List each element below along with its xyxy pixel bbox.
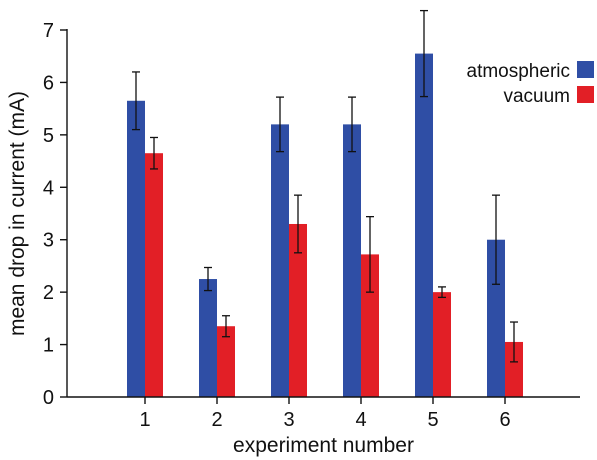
error-bar-atmospheric-1	[132, 71, 140, 131]
x-tick-label: 1	[139, 409, 150, 431]
y-tick-label: 6	[43, 72, 54, 94]
x-tick-label: 4	[355, 409, 366, 431]
x-axis-title: experiment number	[233, 434, 414, 457]
bar-atmospheric-1	[127, 100, 145, 398]
error-bar-vacuum-1	[150, 136, 158, 170]
legend-swatch	[577, 86, 594, 103]
series-vacuum	[145, 136, 523, 397]
plot-area	[127, 9, 523, 398]
x-tick-label: 2	[211, 409, 222, 431]
y-tick-label: 0	[43, 387, 54, 409]
legend-item-vacuum: vacuum	[503, 86, 594, 107]
legend-swatch	[577, 61, 594, 78]
bar-vacuum-1	[145, 153, 163, 397]
bar-vacuum-6	[505, 341, 523, 397]
error-bar-atmospheric-3	[276, 96, 284, 153]
x-axis-ticks: 1 2 3 4 5 6	[139, 397, 511, 431]
y-tick-label: 1	[43, 335, 54, 357]
error-bar-vacuum-4	[366, 215, 374, 293]
y-tick-label: 2	[43, 282, 54, 304]
error-bar-vacuum-2	[222, 315, 230, 338]
error-bar-atmospheric-6	[492, 194, 500, 285]
bar-atmospheric-3	[271, 124, 289, 397]
x-tick-label: 3	[283, 409, 294, 431]
y-tick-label: 5	[43, 125, 54, 147]
bar-atmospheric-6	[487, 239, 505, 397]
y-tick-label: 3	[43, 230, 54, 252]
bar-atmospheric-4	[343, 124, 361, 397]
legend-label: vacuum	[503, 86, 570, 107]
bar-vacuum-5	[433, 292, 451, 397]
error-bar-atmospheric-4	[348, 96, 356, 153]
bar-vacuum-2	[217, 326, 235, 397]
error-bar-vacuum-3	[294, 194, 302, 254]
bar-atmospheric-2	[199, 279, 217, 397]
y-tick-label: 4	[43, 177, 54, 199]
y-tick-label: 7	[43, 20, 54, 42]
bar-atmospheric-5	[415, 53, 433, 397]
legend-label: atmospheric	[467, 61, 571, 82]
y-axis-title: mean drop in current (mA)	[6, 91, 29, 336]
error-bar-vacuum-6	[510, 321, 518, 363]
legend: atmospheric vacuum	[467, 61, 594, 107]
x-tick-label: 6	[499, 409, 510, 431]
bar-vacuum-4	[361, 254, 379, 397]
legend-item-atmospheric: atmospheric	[467, 61, 594, 82]
y-axis-ticks: 0 1 2 3 4 5 6 7	[43, 20, 67, 409]
error-bar-atmospheric-5	[420, 9, 428, 98]
x-tick-label: 5	[427, 409, 438, 431]
bar-vacuum-3	[289, 223, 307, 397]
series-atmospheric	[127, 9, 505, 398]
error-bar-atmospheric-2	[204, 266, 212, 292]
error-bar-vacuum-5	[438, 286, 446, 299]
